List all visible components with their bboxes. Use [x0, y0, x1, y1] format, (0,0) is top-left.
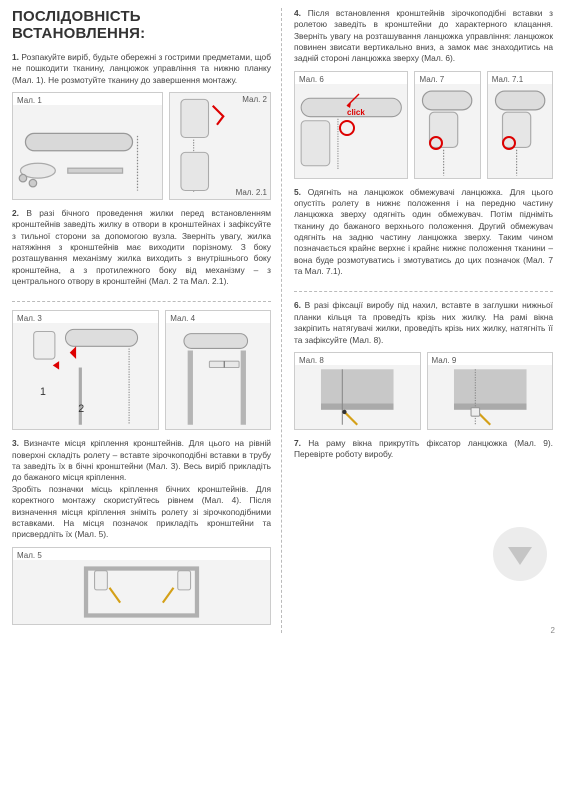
figure-1: Мал. 1	[12, 92, 163, 200]
figure-5: Мал. 5	[12, 547, 271, 625]
step-3-text: 3. Визначте місця кріплення кронштейнів.…	[12, 438, 271, 540]
figure-4: Мал. 4	[165, 310, 271, 430]
figure-2-and-2-1: Мал. 2 Мал. 2.1	[169, 92, 271, 200]
figure-9: Мал. 9	[427, 352, 554, 430]
figure-3: Мал. 3 1 2	[12, 310, 159, 430]
step-5-text: 5. Одягніть на ланцюжок обмежувачі ланцю…	[294, 187, 553, 278]
svg-text:1: 1	[40, 387, 46, 399]
page-title: ПОСЛІДОВНІСТЬ ВСТАНОВЛЕННЯ:	[12, 8, 271, 42]
watermark-icon	[493, 527, 547, 581]
step-7-text: 7. На раму вікна прикрутіть фіксатор лан…	[294, 438, 553, 461]
figure-6: Мал. 6 click	[294, 71, 408, 179]
figure-7: Мал. 7	[414, 71, 480, 179]
step-6-text: 6. В разі фіксації виробу під нахил, вст…	[294, 300, 553, 345]
step-2-text: 2. В разі бічного проведення жилки перед…	[12, 208, 271, 287]
svg-text:2: 2	[78, 403, 84, 415]
step-4-text: 4. Після встановлення кронштейнів зірочк…	[294, 8, 553, 65]
figure-8: Мал. 8	[294, 352, 421, 430]
page-number: 2	[551, 626, 555, 635]
step-1-text: 1. Розпакуйте виріб, будьте обережні з г…	[12, 52, 271, 86]
figure-7-1: Мал. 7.1	[487, 71, 553, 179]
